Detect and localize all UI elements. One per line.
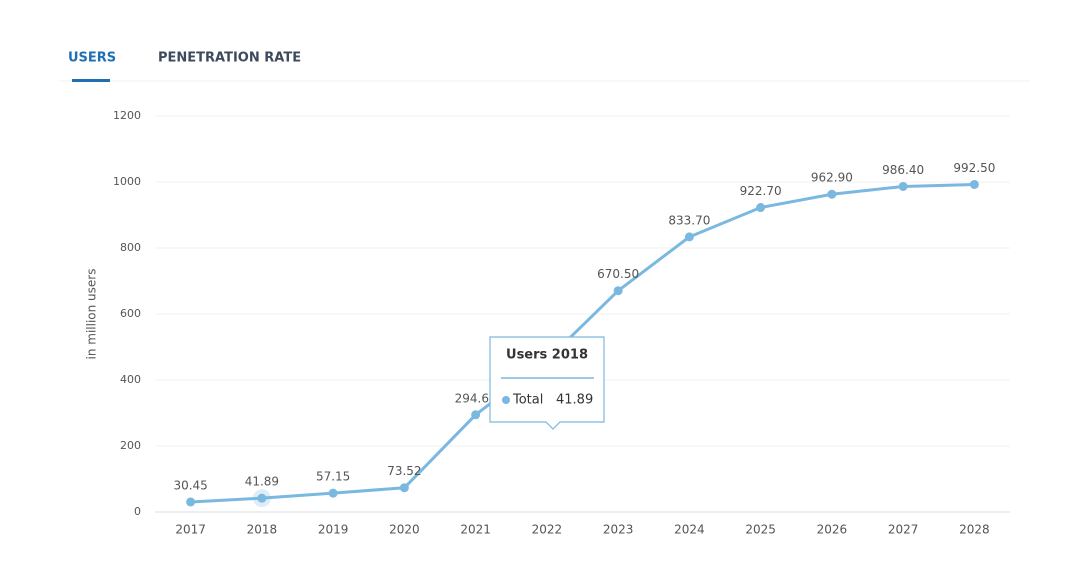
point bbox=[898, 181, 908, 191]
point bbox=[684, 232, 694, 242]
y-tick-label: 400 bbox=[120, 373, 141, 386]
data-label: 670.50 bbox=[597, 267, 639, 281]
tab-underline bbox=[72, 79, 110, 82]
data-label: 57.15 bbox=[316, 470, 350, 484]
tab[interactable]: PENETRATION RATE bbox=[158, 51, 301, 66]
x-tick-label: 2017 bbox=[175, 523, 206, 537]
x-tick-label: 2018 bbox=[247, 523, 278, 537]
x-tick-label: 2026 bbox=[817, 523, 848, 537]
point bbox=[328, 488, 338, 498]
point bbox=[186, 497, 196, 507]
data-label: 73.52 bbox=[387, 464, 421, 478]
y-tick-label: 1000 bbox=[113, 175, 141, 188]
point bbox=[969, 179, 979, 189]
x-tick-label: 2027 bbox=[888, 523, 919, 537]
data-label: 962.90 bbox=[811, 171, 853, 185]
data-label: 986.40 bbox=[882, 163, 924, 177]
x-tick-label: 2020 bbox=[389, 523, 420, 537]
tooltip-box bbox=[489, 336, 605, 430]
plot: 0 200 400 600 800 1000 1200 2017 2018 2019 2020 202… bbox=[113, 109, 1010, 537]
point bbox=[827, 189, 837, 199]
x-tick-label: 2024 bbox=[674, 523, 705, 537]
data-label: 922.70 bbox=[740, 184, 782, 198]
y-tick-label: 200 bbox=[120, 439, 141, 452]
tooltip-label: Total bbox=[512, 393, 543, 408]
data-label: 41.89 bbox=[245, 475, 279, 489]
x-tick-label: 2028 bbox=[959, 523, 990, 537]
y-tick-label: 800 bbox=[120, 241, 141, 254]
x-tick-label: 2023 bbox=[603, 523, 634, 537]
y-tick-label: 0 bbox=[134, 505, 141, 518]
x-tick-label: 2019 bbox=[318, 523, 349, 537]
point bbox=[257, 493, 267, 503]
data-label: 30.45 bbox=[173, 478, 207, 492]
y-axis-title: in million users bbox=[85, 269, 99, 360]
x-tick-label: 2025 bbox=[745, 523, 776, 537]
tooltip: Users 2018 Total 41.89 bbox=[489, 336, 605, 430]
x-tick-label: 2021 bbox=[460, 523, 491, 537]
tooltip-value: 41.89 bbox=[556, 393, 593, 408]
point bbox=[613, 286, 623, 296]
data-label: 992.50 bbox=[953, 161, 995, 175]
tab[interactable]: USERS bbox=[68, 51, 116, 66]
point bbox=[471, 410, 481, 420]
y-tick-label: 600 bbox=[120, 307, 141, 320]
tooltip-title: Users 2018 bbox=[506, 348, 588, 363]
point bbox=[399, 483, 409, 493]
point bbox=[756, 203, 766, 213]
y-tick-label: 1200 bbox=[113, 109, 141, 122]
x-tick-label: 2022 bbox=[532, 523, 563, 537]
tooltip-dot bbox=[502, 396, 510, 404]
series-line bbox=[190, 182, 975, 504]
data-label: 294.60 bbox=[455, 391, 497, 405]
data-label: 833.70 bbox=[668, 213, 710, 227]
